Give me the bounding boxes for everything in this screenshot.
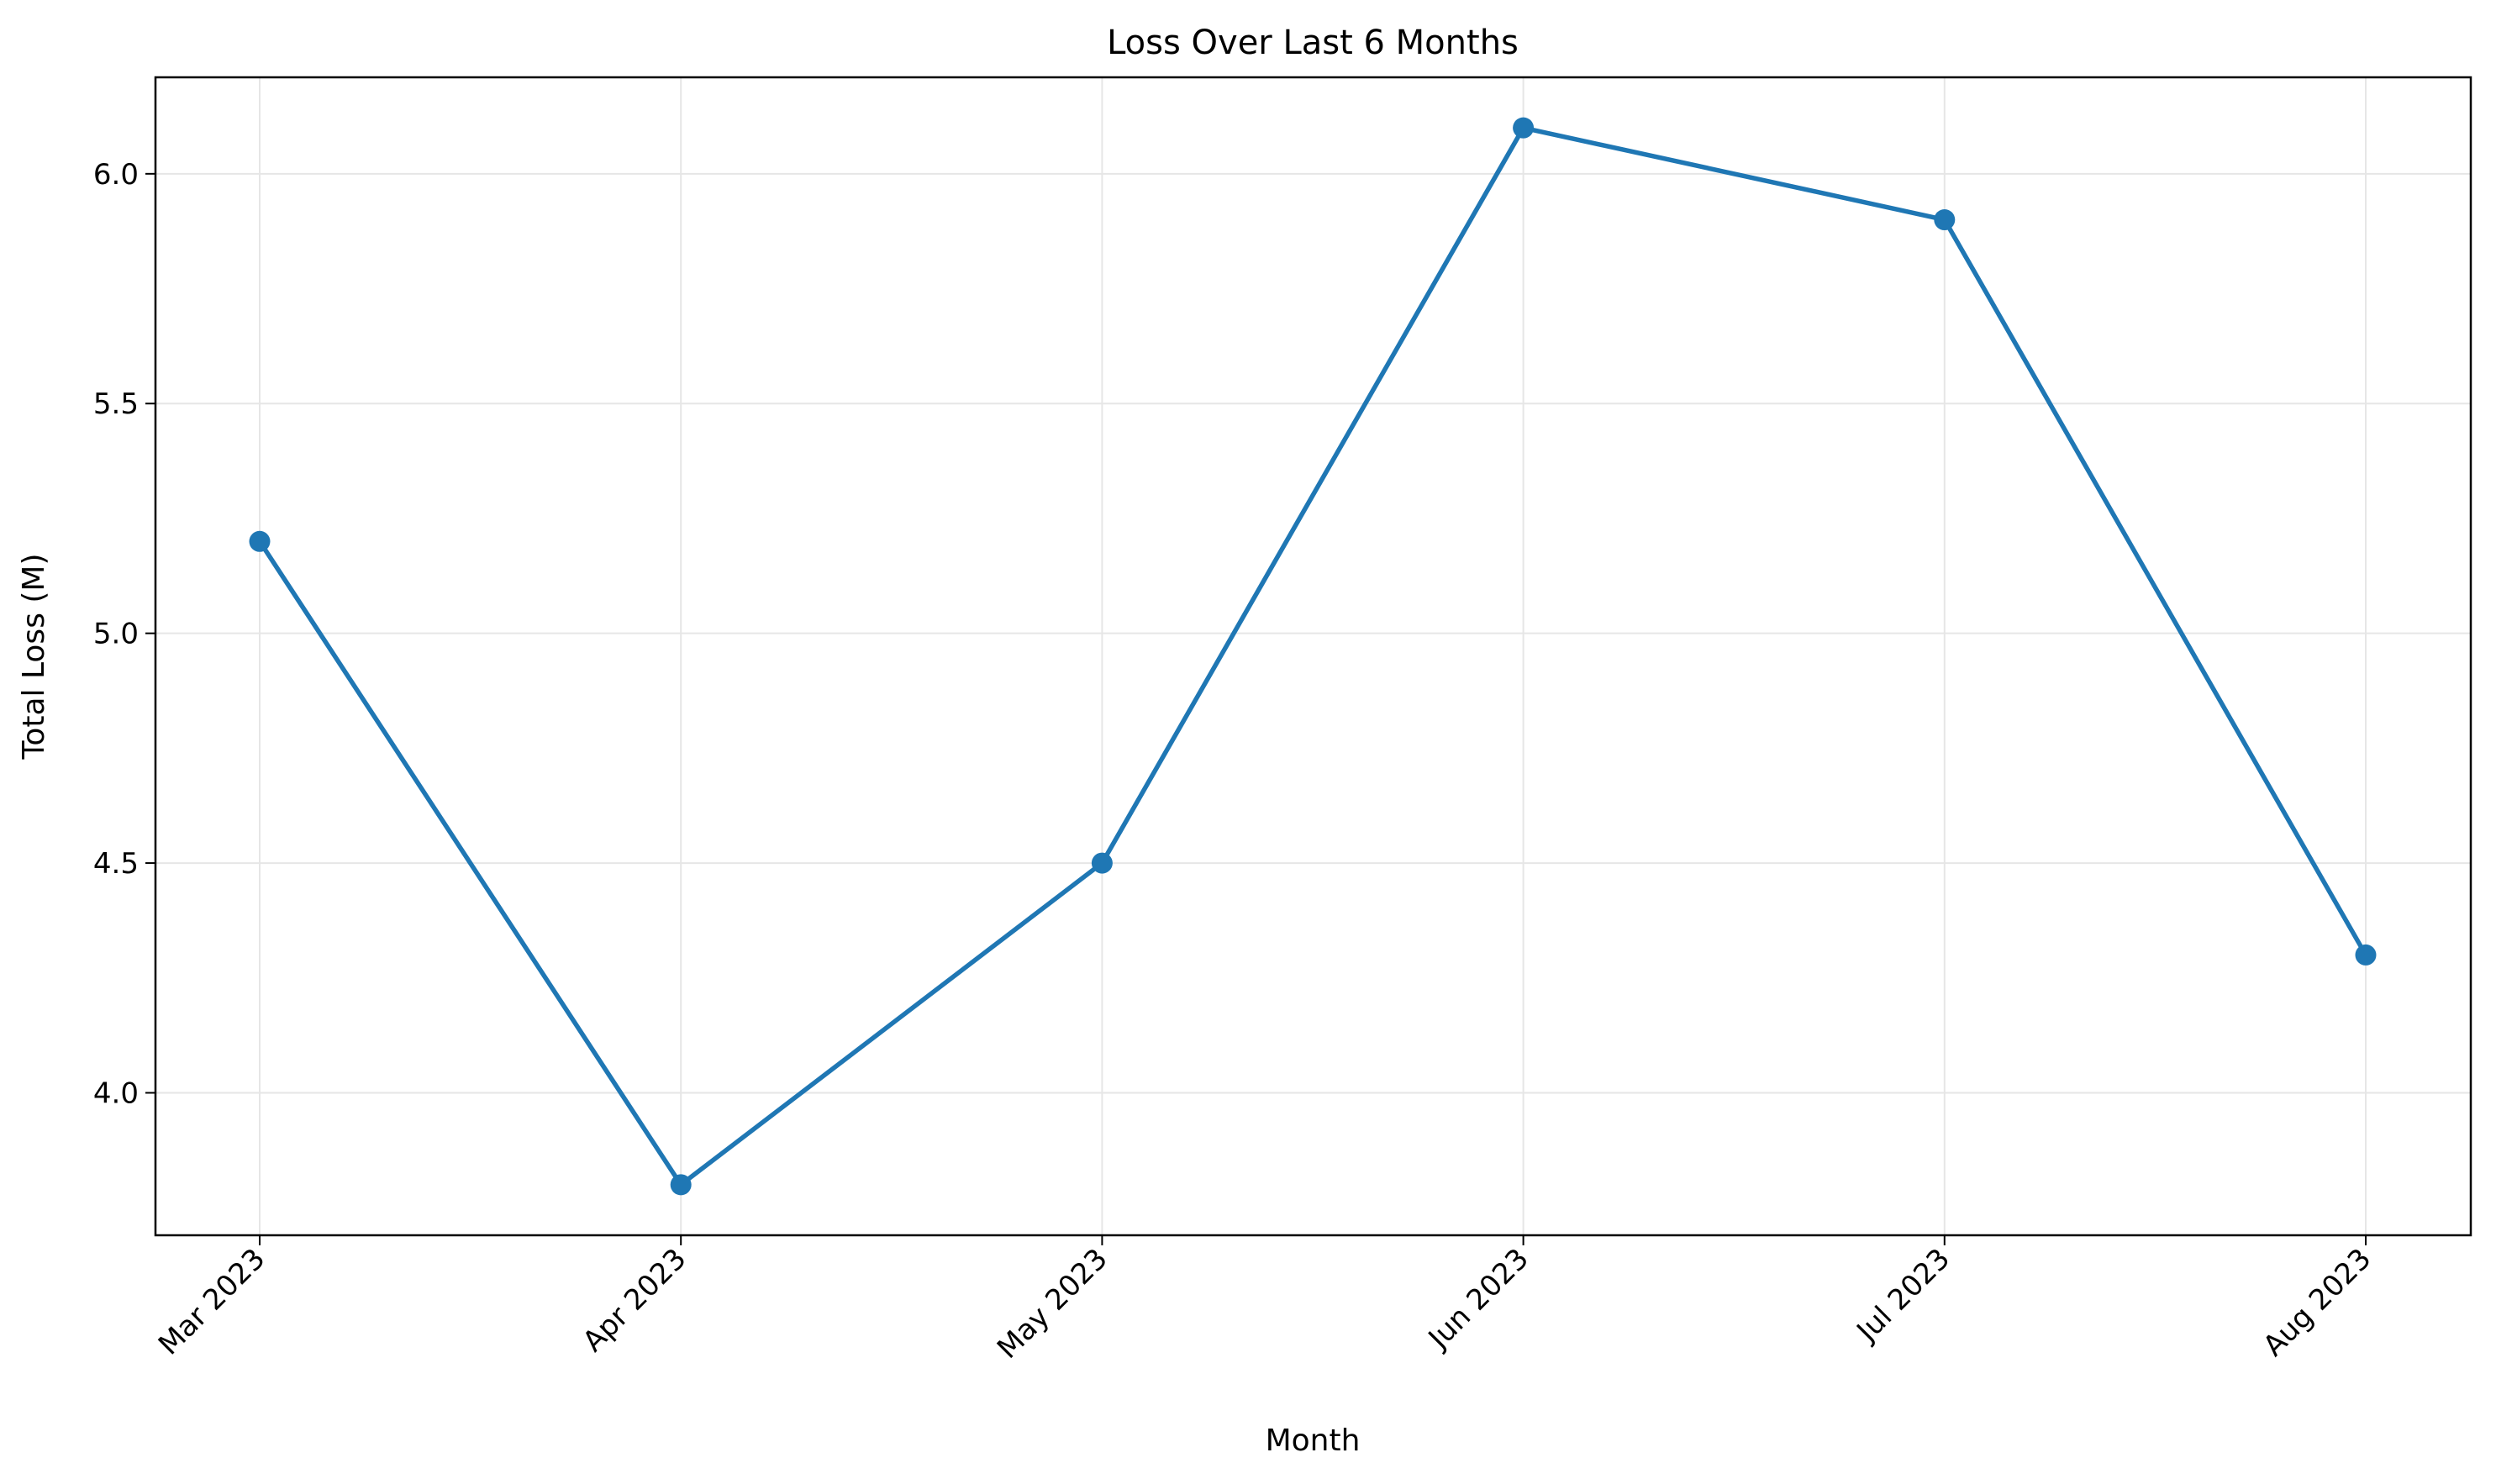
- chart-title: Loss Over Last 6 Months: [1107, 24, 1519, 62]
- grid-lines: [155, 77, 2471, 1235]
- series-layer: [249, 117, 2377, 1196]
- data-point-marker: [249, 530, 271, 552]
- y-axis-label: Total Loss (M): [17, 553, 51, 760]
- y-tick-label: 5.0: [93, 618, 139, 651]
- plot-area-frame: [154, 76, 2472, 1237]
- data-point-marker: [1091, 852, 1113, 874]
- y-tick-label: 6.0: [93, 158, 139, 192]
- x-axis-label: Month: [1266, 1423, 1361, 1458]
- data-point-marker: [1513, 117, 1535, 139]
- data-point-marker: [2355, 944, 2377, 966]
- data-point-marker: [670, 1174, 692, 1196]
- y-tick-label: 4.5: [93, 847, 139, 881]
- series-line: [257, 125, 2368, 1187]
- y-tick-label: 4.0: [93, 1076, 139, 1110]
- data-point-marker: [1934, 209, 1956, 231]
- y-tick-label: 5.5: [93, 387, 139, 421]
